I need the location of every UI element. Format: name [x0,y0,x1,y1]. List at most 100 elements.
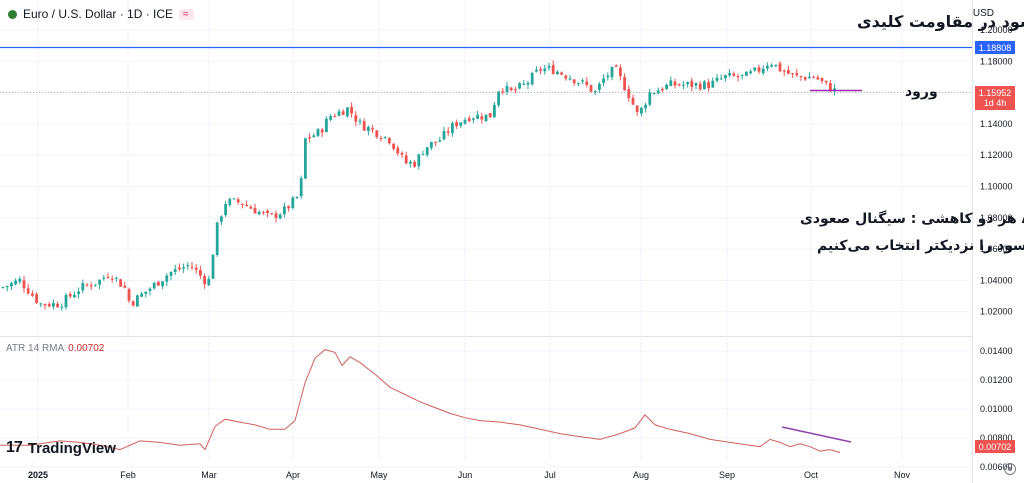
candle-body [14,280,17,285]
atr-axis[interactable]: 0.01400 0.01200 0.01000 0.00800 0.00600 [980,346,1013,472]
candle-body [631,97,635,105]
candle-body [761,68,765,74]
candle-body [102,277,106,279]
candle-body [283,206,286,215]
price-tick-label: 1.20000 [980,25,1013,35]
grid [0,0,972,468]
candle-body [26,288,30,294]
atr-series-line [0,349,841,453]
candle-body [77,291,80,294]
candle-body [547,65,551,68]
tradingview-mark-icon: 17 [6,439,23,456]
candle-body [182,267,185,269]
candle-body [623,77,626,91]
candle-body [673,81,677,86]
symbol-header[interactable]: Euro / U.S. Dollar · 1D · ICE ≈ [8,6,194,22]
candle-body [442,131,446,140]
candle-body [35,294,38,303]
candle-body [509,87,513,91]
candle-body [669,80,673,86]
candle-body [346,107,349,117]
symbol-title[interactable]: Euro / U.S. Dollar · 1D · ICE [23,7,174,21]
candle-body [728,72,731,76]
candle-body [89,285,93,287]
candle-body [316,129,320,136]
candle-body [711,80,715,88]
candle-body [589,84,593,92]
candle-body [757,67,761,72]
atr-tick-label: 0.00600 [980,462,1013,472]
candle-body [640,107,643,114]
candle-body [791,73,794,75]
atr-downtrend-line[interactable] [781,426,852,443]
candle-body [173,269,177,272]
tradingview-logo[interactable]: 17 TradingView [6,439,116,457]
atr-legend[interactable]: ATR 14 RMA 0.00702 [6,343,104,354]
candle-body [459,122,463,126]
price-tick-label: 1.04000 [980,275,1013,285]
candle-body [367,127,370,132]
currency-label[interactable]: USD [972,8,994,19]
candle-body [417,154,421,167]
candle-body [543,68,547,72]
price-tick-label: 1.12000 [980,150,1013,160]
candle-body [131,301,135,306]
candle-body [194,267,198,270]
time-tick-label: Sep [719,470,735,480]
countdown-text: 1d 4h [984,98,1007,108]
candle-body [530,73,534,85]
candle-body [808,76,811,79]
visibility-toggle-icon[interactable]: ≈ [179,8,194,20]
price-tick-label: 1.06000 [980,244,1013,254]
candle-body [190,266,194,268]
candle-body [199,269,202,276]
tradingview-wordmark: TradingView [27,439,116,457]
candle-body [10,282,13,287]
candle-body [682,84,685,86]
time-axis[interactable]: 2025 Feb Mar Apr May Jun Jul Aug Sep Oct Nov [28,470,911,480]
time-tick-label: Apr [286,470,300,480]
time-tick-label: Nov [894,470,911,480]
candle-body [707,82,710,89]
candle-body [60,306,64,308]
price-axis[interactable]: 1.200001.180001.160001.140001.120001.100… [980,25,1013,317]
candle-body [724,75,727,79]
candle-body [106,276,110,278]
candle-body [396,147,400,154]
candle-body [148,288,152,291]
candle-body [39,303,43,305]
candle-body [505,86,509,92]
candle-body [392,143,395,149]
candle-body [186,265,190,267]
candle-body [736,76,740,78]
candle-body [152,282,156,289]
candle-body [388,137,391,144]
candle-body [753,67,757,71]
settings-icon[interactable] [1004,463,1016,475]
candle-body [329,116,332,120]
time-tick-label: Mar [201,470,217,480]
candle-body [165,275,169,282]
candle-body [602,78,605,83]
candle-body [157,281,160,286]
candle-body [68,293,72,297]
entry-annotation: ورود [905,84,938,100]
candle-body [472,118,475,120]
candle-body [5,285,9,288]
candle-body [551,65,555,74]
atr-tick-label: 0.00800 [980,433,1013,443]
candle-body [266,210,269,213]
atr-legend-name: ATR 14 RMA [6,343,65,354]
candle-body [52,302,55,307]
candle-body [215,222,219,256]
candle-body [778,63,782,72]
candle-body [94,284,97,286]
candle-body [627,89,631,99]
candle-body [652,92,656,94]
candle-body [606,75,610,78]
candle-body [522,83,526,85]
candle-body [774,64,778,67]
candle-body [614,65,618,67]
candle-body [98,279,101,285]
